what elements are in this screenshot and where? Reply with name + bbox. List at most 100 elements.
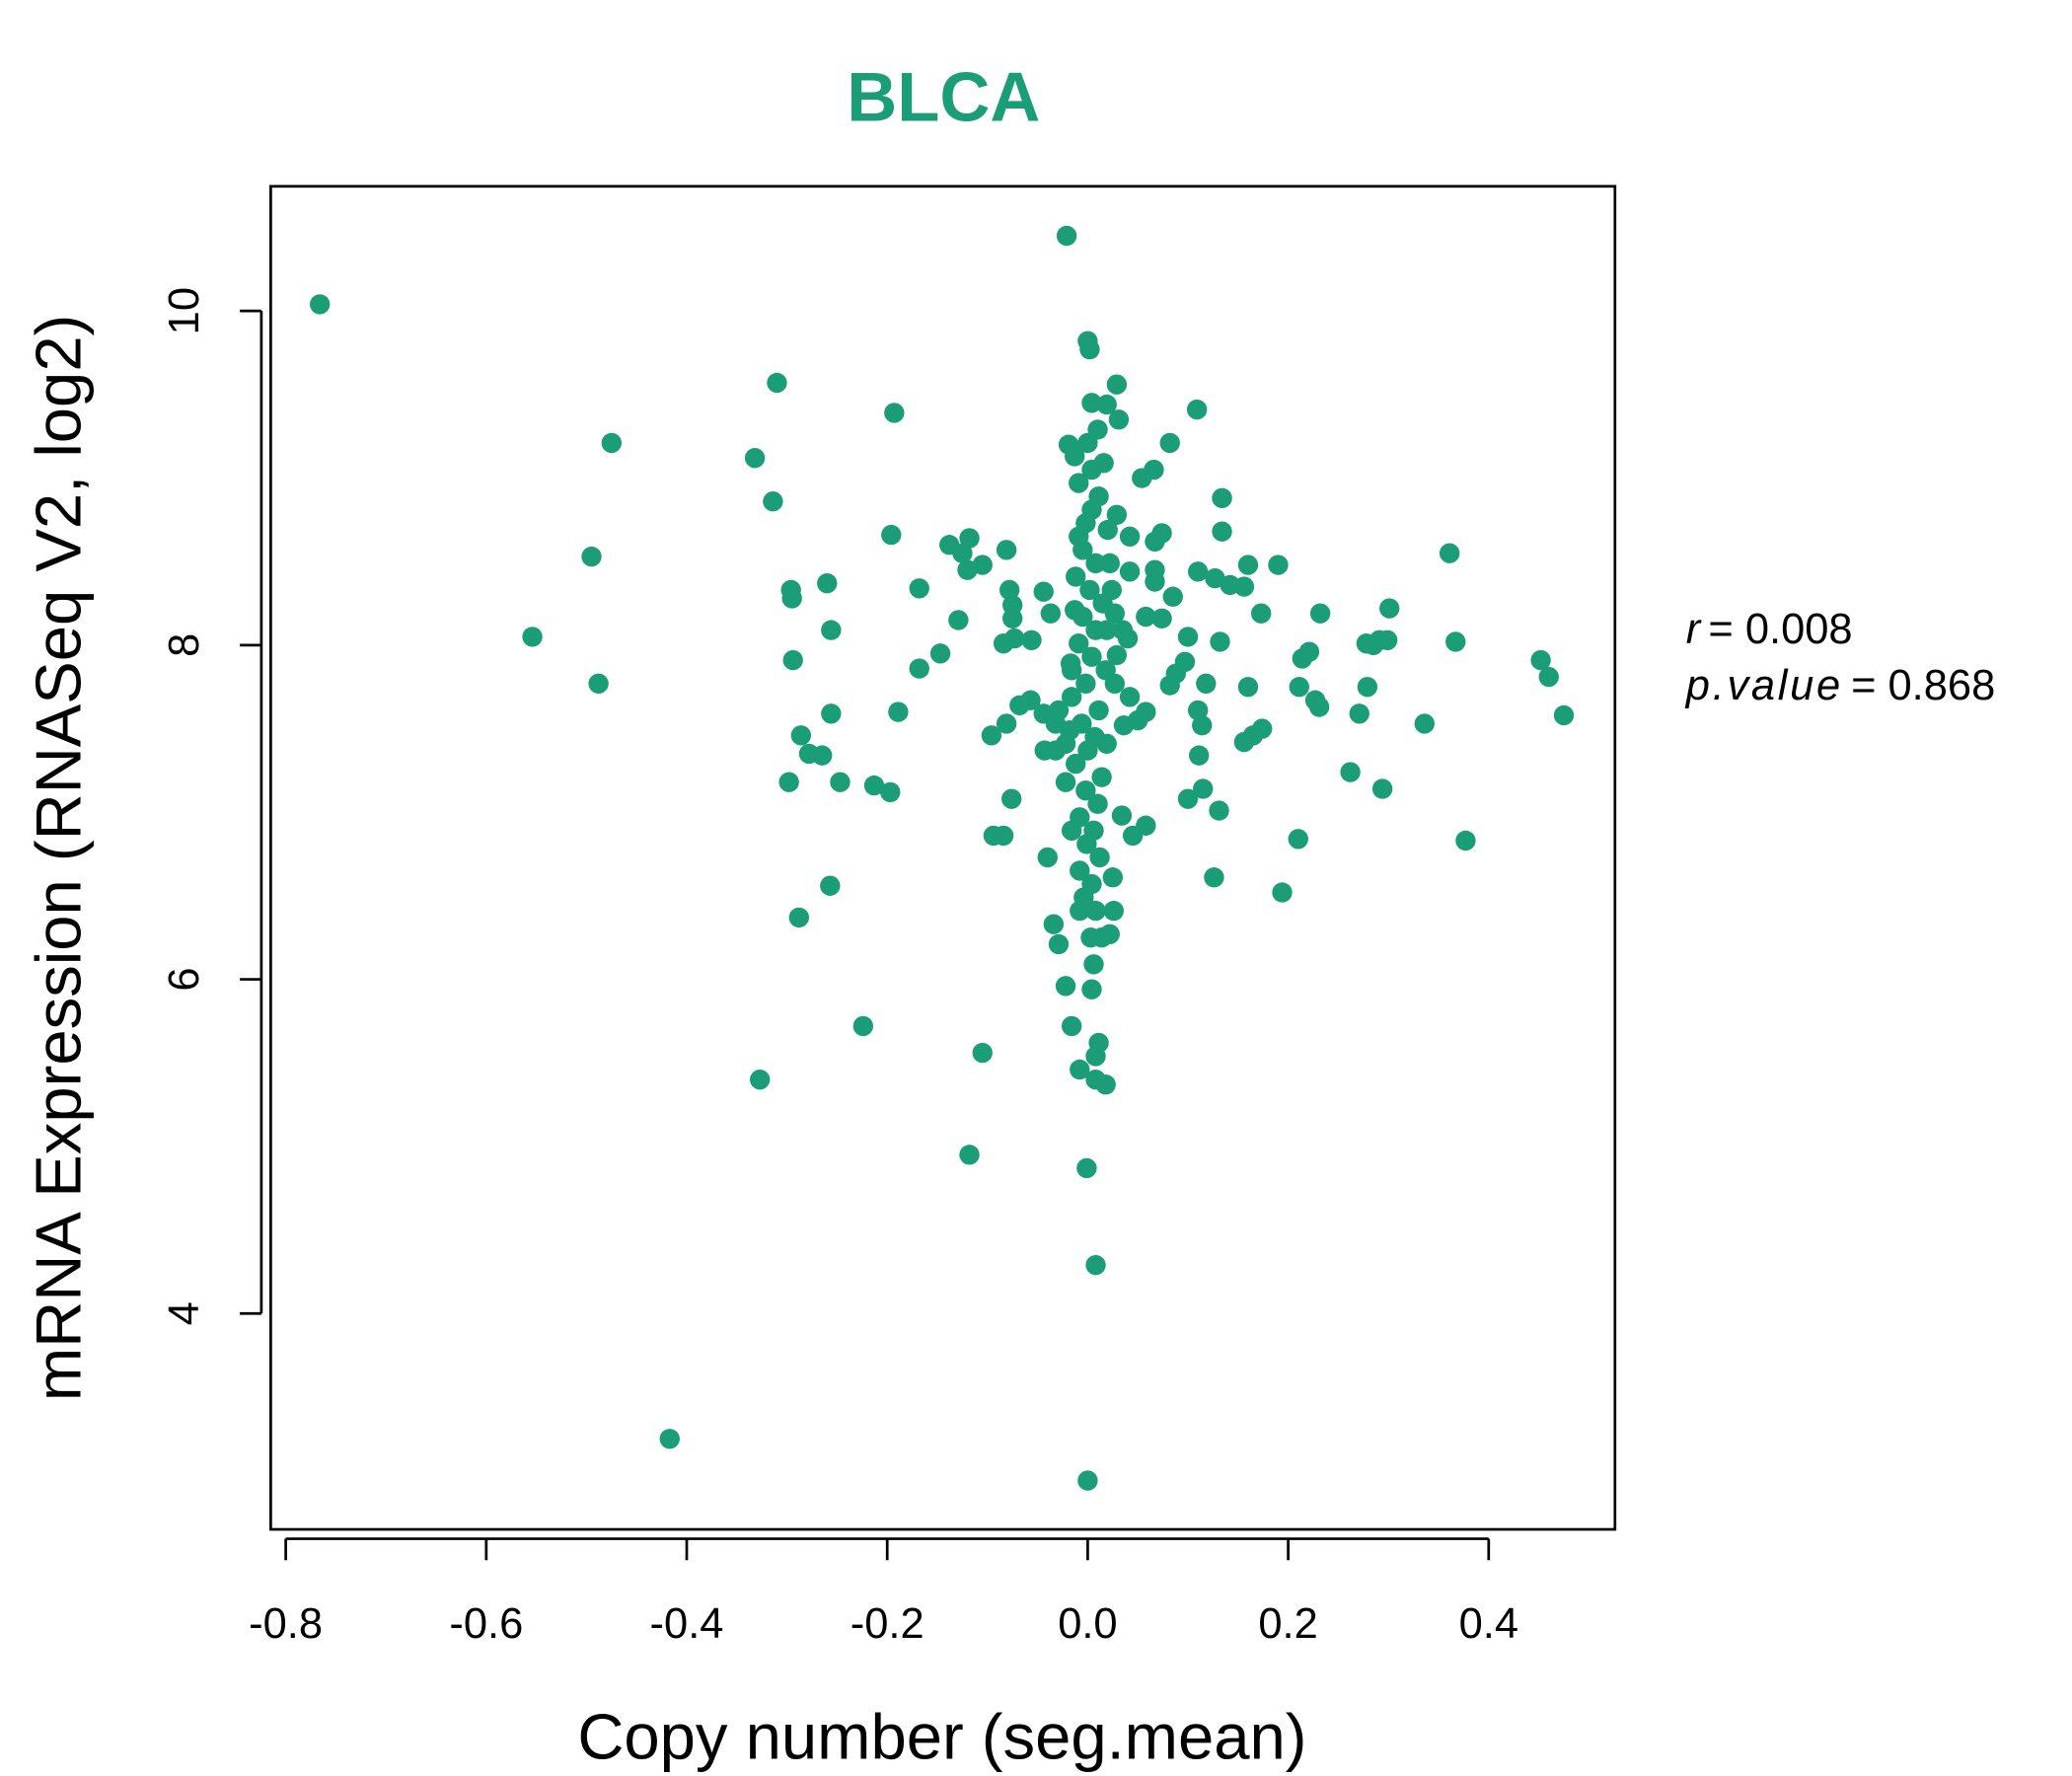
data-point <box>1077 432 1098 454</box>
data-point <box>993 825 1014 847</box>
data-point <box>1204 867 1224 888</box>
data-point <box>1081 393 1102 413</box>
data-point <box>1060 653 1081 674</box>
data-point <box>1037 847 1058 868</box>
y-tick-label: 8 <box>161 633 208 657</box>
data-point <box>1136 606 1156 628</box>
data-point <box>1075 673 1096 694</box>
data-point <box>1096 394 1117 415</box>
data-point <box>1220 574 1240 596</box>
data-point <box>909 578 929 599</box>
p-value: = 0.868 <box>1851 662 1995 709</box>
data-point <box>1066 566 1086 587</box>
data-point <box>1040 603 1061 624</box>
data-point <box>929 643 951 664</box>
data-point <box>1251 718 1273 739</box>
data-point <box>1128 709 1148 731</box>
data-point <box>1151 608 1172 629</box>
x-axis-label: Copy number (seg.mean) <box>577 1700 1306 1772</box>
data-point <box>790 725 812 746</box>
data-point <box>788 907 809 928</box>
data-point <box>1096 733 1117 754</box>
chart-title: BLCA <box>847 57 1040 135</box>
data-point <box>1087 793 1108 814</box>
data-point <box>1076 1157 1097 1179</box>
data-point <box>1055 976 1076 997</box>
y-axis: 4 6 8 10 <box>161 287 263 1325</box>
data-point <box>1085 553 1106 574</box>
data-point <box>1070 860 1090 881</box>
data-point <box>1061 820 1082 842</box>
x-tick-label: 0.0 <box>1058 1600 1117 1648</box>
data-point <box>1085 900 1106 922</box>
data-point <box>1289 677 1309 698</box>
data-point <box>1188 745 1210 766</box>
plot-frame <box>269 185 1617 1531</box>
data-point <box>1104 673 1126 694</box>
data-point <box>1538 666 1559 688</box>
data-point <box>1212 487 1232 509</box>
data-point <box>1112 620 1134 640</box>
x-axis: -0.8 -0.6 -0.4 -0.2 0.0 0.2 0.4 <box>249 1537 1518 1648</box>
r-value: = 0.008 <box>1708 606 1852 653</box>
data-point <box>1119 526 1141 547</box>
data-point <box>1097 519 1118 541</box>
data-point <box>1439 543 1460 563</box>
data-point <box>1102 867 1123 888</box>
data-point <box>1268 555 1289 575</box>
data-point <box>1079 338 1100 360</box>
data-point <box>1159 675 1180 696</box>
data-point <box>1106 504 1128 525</box>
data-point <box>1079 579 1100 601</box>
data-point <box>820 875 841 896</box>
data-point <box>830 772 851 792</box>
data-point <box>1122 825 1144 847</box>
data-point <box>1001 788 1022 809</box>
data-point <box>863 775 885 796</box>
data-point <box>1077 1470 1098 1491</box>
data-point <box>1530 649 1551 671</box>
x-tick-label: 0.2 <box>1258 1600 1317 1648</box>
data-point <box>1145 531 1165 553</box>
data-point <box>767 372 787 394</box>
data-point <box>1553 704 1575 726</box>
data-point <box>959 528 980 549</box>
data-point <box>1186 399 1208 420</box>
data-point <box>1002 608 1023 629</box>
data-point <box>1069 632 1089 654</box>
data-point <box>852 1015 874 1037</box>
data-point <box>999 579 1020 601</box>
data-point <box>1119 561 1141 582</box>
data-point <box>1048 933 1070 955</box>
data-point <box>1096 620 1117 640</box>
data-point <box>1103 900 1125 922</box>
data-point <box>1061 687 1082 707</box>
data-point <box>1066 753 1086 775</box>
data-point <box>601 432 623 454</box>
data-point <box>1070 1059 1090 1080</box>
data-point <box>1308 697 1330 717</box>
data-point <box>1340 762 1361 782</box>
data-point <box>588 673 609 694</box>
data-point <box>1159 432 1180 454</box>
data-point <box>948 610 969 630</box>
data-point <box>1021 629 1042 650</box>
data-point <box>1101 579 1122 601</box>
data-point <box>959 1145 980 1165</box>
data-point <box>1108 409 1130 430</box>
y-tick-label: 10 <box>161 287 208 334</box>
data-point <box>1080 927 1101 948</box>
data-point <box>1192 714 1213 736</box>
x-tick-label: -0.8 <box>249 1600 323 1648</box>
x-tick-label: 0.4 <box>1459 1600 1518 1648</box>
data-point <box>981 725 1002 746</box>
data-point <box>1033 581 1054 602</box>
x-tick-label: -0.2 <box>851 1600 925 1648</box>
p-label: p.value <box>1684 662 1843 709</box>
data-point <box>1073 540 1093 560</box>
data-point <box>1020 690 1041 710</box>
data-point <box>1187 561 1209 582</box>
data-point <box>1088 700 1109 721</box>
data-point <box>1085 1254 1106 1276</box>
data-point <box>1065 600 1085 621</box>
